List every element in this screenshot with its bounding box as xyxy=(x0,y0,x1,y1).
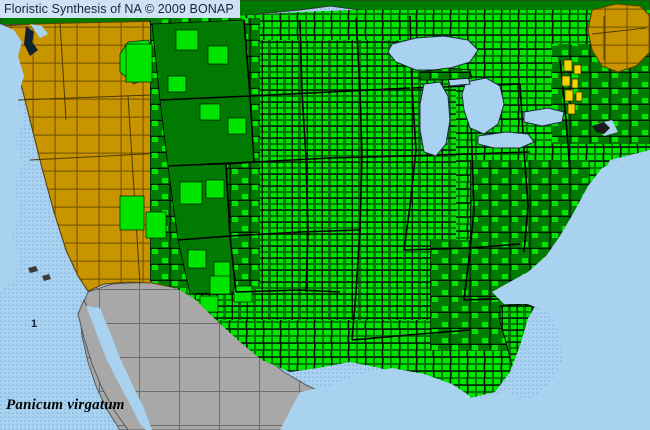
map-title-text: Floristic Synthesis of NA © 2009 BONAP xyxy=(4,2,234,16)
cape-cod xyxy=(592,122,610,134)
yellow-rare-counties xyxy=(561,59,583,115)
species-name-caption: Panicum virgatum xyxy=(6,397,125,413)
great-lakes xyxy=(387,35,565,157)
map-title-band: Floristic Synthesis of NA © 2009 BONAP xyxy=(0,0,240,18)
region-maine-goldenrod xyxy=(587,3,650,73)
ocean-index-marker: 1 xyxy=(31,318,38,330)
